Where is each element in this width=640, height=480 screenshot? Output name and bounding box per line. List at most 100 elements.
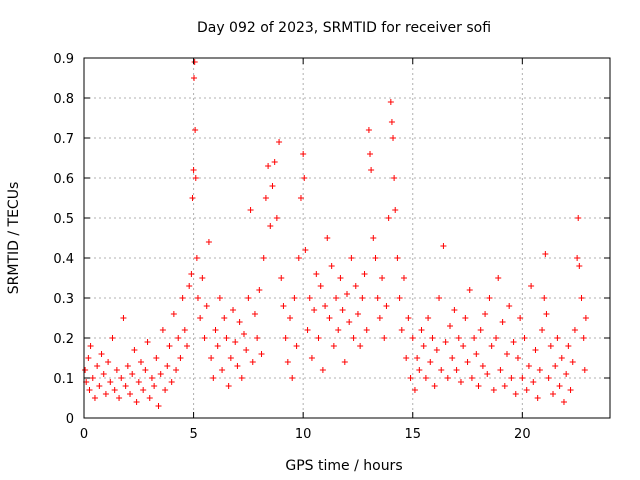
data-point bbox=[394, 255, 401, 261]
data-point bbox=[87, 343, 94, 349]
data-point bbox=[565, 343, 572, 349]
y-tick-label: 0.5 bbox=[53, 212, 74, 227]
data-point bbox=[471, 335, 478, 341]
data-point bbox=[300, 151, 307, 157]
data-point bbox=[370, 235, 377, 241]
data-point bbox=[262, 195, 269, 201]
data-point bbox=[482, 311, 489, 317]
y-tick-label: 0.2 bbox=[53, 332, 74, 347]
y-tick-label: 0.7 bbox=[53, 132, 74, 147]
data-point bbox=[484, 371, 491, 377]
data-point bbox=[271, 159, 278, 165]
data-point bbox=[493, 335, 500, 341]
plot-frame bbox=[83, 57, 611, 419]
data-point bbox=[556, 383, 563, 389]
data-point bbox=[536, 367, 543, 373]
data-point bbox=[501, 383, 508, 389]
data-point bbox=[390, 135, 397, 141]
data-point bbox=[510, 339, 517, 345]
data-point bbox=[175, 335, 182, 341]
data-point bbox=[205, 239, 212, 245]
data-point bbox=[391, 175, 398, 181]
data-point bbox=[379, 275, 386, 281]
data-point bbox=[280, 303, 287, 309]
data-point bbox=[107, 379, 114, 385]
data-point bbox=[427, 359, 434, 365]
data-point bbox=[365, 127, 372, 133]
data-point bbox=[407, 375, 414, 381]
data-point bbox=[396, 295, 403, 301]
data-point bbox=[191, 75, 198, 81]
data-point bbox=[528, 283, 535, 289]
data-point bbox=[166, 343, 173, 349]
data-point bbox=[284, 359, 291, 365]
data-point bbox=[569, 359, 576, 365]
data-point bbox=[512, 391, 519, 397]
y-axis-title: SRMTID / TECUs bbox=[6, 182, 22, 295]
y-tick-label: 0.1 bbox=[53, 372, 74, 387]
data-point bbox=[344, 291, 350, 297]
data-point bbox=[276, 139, 283, 145]
data-point bbox=[420, 343, 427, 349]
data-point bbox=[447, 323, 454, 329]
data-point bbox=[326, 315, 333, 321]
data-point bbox=[398, 327, 405, 333]
data-point bbox=[411, 387, 418, 393]
data-point bbox=[168, 379, 175, 385]
data-point bbox=[219, 367, 226, 373]
data-point bbox=[517, 315, 524, 321]
data-point bbox=[184, 343, 191, 349]
data-point bbox=[191, 59, 198, 65]
data-point bbox=[468, 375, 475, 381]
data-point bbox=[576, 263, 583, 269]
data-point bbox=[506, 303, 513, 309]
data-point bbox=[542, 251, 549, 257]
data-point bbox=[490, 387, 497, 393]
x-tick-label: 15 bbox=[404, 427, 421, 442]
data-point bbox=[221, 315, 228, 321]
data-point bbox=[418, 327, 425, 333]
data-point bbox=[479, 363, 486, 369]
data-point bbox=[144, 339, 151, 345]
data-point bbox=[444, 375, 451, 381]
data-point bbox=[113, 367, 120, 373]
data-point bbox=[547, 343, 554, 349]
data-point bbox=[532, 347, 539, 353]
data-point bbox=[225, 383, 232, 389]
x-axis-title: GPS time / hours bbox=[285, 458, 402, 474]
data-point bbox=[433, 347, 440, 353]
data-point bbox=[449, 355, 456, 361]
data-point bbox=[232, 339, 239, 345]
data-point bbox=[545, 375, 552, 381]
data-point bbox=[127, 391, 134, 397]
data-point bbox=[322, 303, 329, 309]
data-point bbox=[193, 255, 200, 261]
data-point bbox=[560, 399, 567, 405]
data-point bbox=[387, 99, 394, 105]
data-point bbox=[442, 339, 449, 345]
data-point bbox=[245, 295, 252, 301]
data-point bbox=[192, 175, 199, 181]
data-point bbox=[189, 195, 196, 201]
data-point bbox=[558, 355, 565, 361]
data-point bbox=[223, 335, 230, 341]
y-tick-label: 0 bbox=[66, 412, 74, 427]
data-point bbox=[388, 119, 395, 125]
data-point bbox=[302, 247, 309, 253]
data-point bbox=[581, 367, 588, 373]
data-point bbox=[116, 395, 123, 401]
data-point bbox=[330, 343, 337, 349]
data-point bbox=[486, 295, 493, 301]
data-point bbox=[552, 363, 559, 369]
data-point bbox=[201, 335, 208, 341]
data-point bbox=[400, 275, 407, 281]
data-point bbox=[315, 335, 322, 341]
data-point bbox=[367, 151, 374, 157]
data-point bbox=[306, 295, 313, 301]
data-point bbox=[416, 367, 423, 373]
data-point bbox=[475, 383, 482, 389]
data-point bbox=[539, 327, 546, 333]
data-point bbox=[159, 327, 166, 333]
data-point bbox=[311, 307, 318, 313]
data-point bbox=[455, 335, 462, 341]
